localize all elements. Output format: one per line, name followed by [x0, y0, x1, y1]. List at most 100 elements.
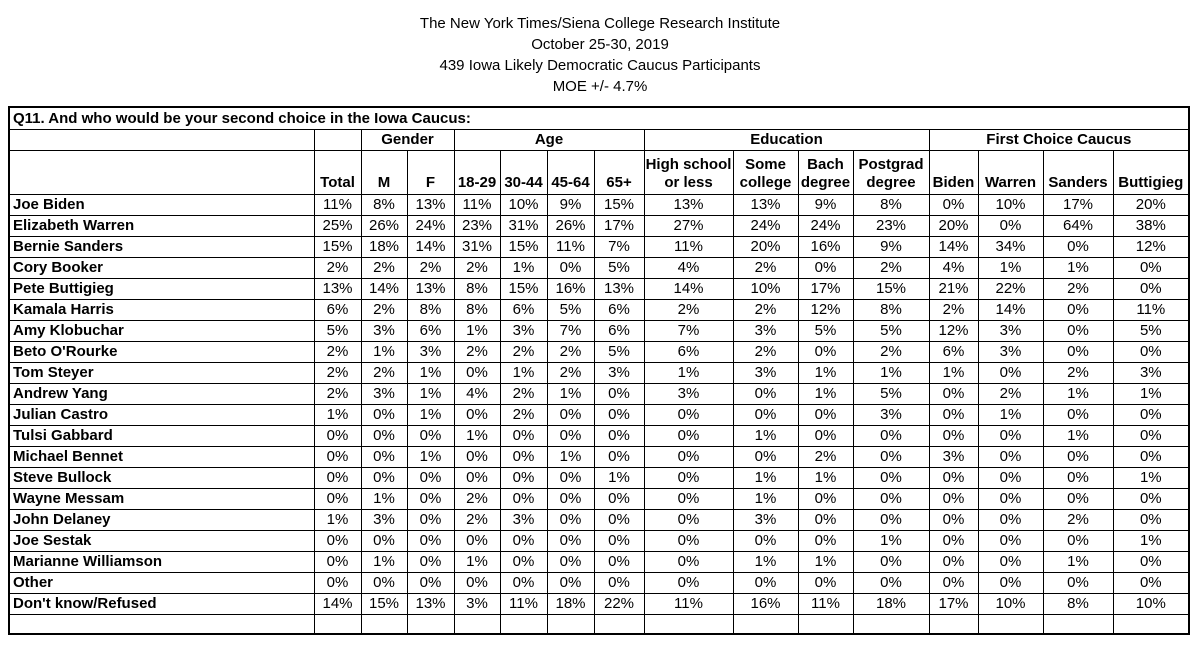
value-cell: 0% — [313, 529, 362, 552]
value-cell: 1% — [406, 445, 455, 468]
value-cell: 15% — [593, 193, 645, 216]
table-row: Julian Castro 1% 0% 1% 0% 2% 0% 0% 0% 0% 0% 3% 0% 1% 0… — [8, 403, 1190, 426]
value-cell: 0% — [499, 529, 548, 552]
value-cell: 20% — [732, 235, 799, 258]
value-cell: 27% — [643, 214, 734, 237]
value-cell: 17% — [1042, 193, 1114, 216]
empty-cell — [313, 613, 362, 635]
value-cell: 0% — [499, 445, 548, 468]
value-cell: 0% — [593, 550, 645, 573]
value-cell: 5% — [852, 319, 930, 342]
value-cell: 0% — [732, 445, 799, 468]
value-cell: 3% — [977, 319, 1044, 342]
value-cell: 0% — [852, 571, 930, 594]
empty-cell — [360, 613, 408, 635]
value-cell: 26% — [546, 214, 595, 237]
value-cell: 8% — [406, 298, 455, 321]
value-cell: 12% — [928, 319, 979, 342]
value-cell: 0% — [1112, 487, 1190, 510]
value-cell: 0% — [928, 466, 979, 489]
value-cell: 24% — [732, 214, 799, 237]
value-cell: 2% — [852, 340, 930, 363]
row-label-joe-sestak: Joe Sestak — [8, 529, 315, 552]
empty-cell — [499, 613, 548, 635]
row-label-wayne-messam: Wayne Messam — [8, 487, 315, 510]
value-cell: 8% — [360, 193, 408, 216]
value-cell: 5% — [313, 319, 362, 342]
value-cell: 3% — [1112, 361, 1190, 384]
row-label-andrew-yang: Andrew Yang — [8, 382, 315, 405]
value-cell: 0% — [928, 571, 979, 594]
group-header-gender: Gender — [360, 128, 455, 151]
value-cell: 0% — [593, 445, 645, 468]
value-cell: 1% — [406, 361, 455, 384]
row-label-don-t-know-refused: Don't know/Refused — [8, 592, 315, 615]
value-cell: 1% — [313, 508, 362, 531]
value-cell: 20% — [1112, 193, 1190, 216]
value-cell: 0% — [852, 487, 930, 510]
value-cell: 0% — [499, 487, 548, 510]
value-cell: 0% — [643, 445, 734, 468]
question-title: Q11. And who would be your second choice… — [8, 106, 1190, 130]
group-header-blank — [8, 128, 315, 151]
value-cell: 8% — [852, 193, 930, 216]
value-cell: 14% — [643, 277, 734, 300]
value-cell: 8% — [453, 277, 501, 300]
value-cell: 6% — [406, 319, 455, 342]
value-cell: 16% — [546, 277, 595, 300]
value-cell: 0% — [852, 550, 930, 573]
value-cell: 3% — [732, 319, 799, 342]
value-cell: 1% — [732, 424, 799, 447]
value-cell: 0% — [977, 571, 1044, 594]
value-cell: 0% — [928, 382, 979, 405]
group-header-row: Gender Age Education First Choice Caucus — [8, 128, 1190, 151]
value-cell: 0% — [313, 487, 362, 510]
value-cell: 2% — [313, 256, 362, 279]
value-cell: 1% — [732, 466, 799, 489]
value-cell: 9% — [546, 193, 595, 216]
column-header-45-64: 45-64 — [546, 149, 595, 195]
value-cell: 20% — [928, 214, 979, 237]
value-cell: 0% — [797, 340, 854, 363]
value-cell: 0% — [732, 571, 799, 594]
value-cell: 12% — [797, 298, 854, 321]
header-institute: The New York Times/Siena College Researc… — [419, 15, 781, 32]
value-cell: 0% — [1042, 445, 1114, 468]
value-cell: 16% — [732, 592, 799, 615]
value-cell: 13% — [732, 193, 799, 216]
column-header-high-school-or-less: High school or less — [643, 149, 734, 195]
value-cell: 1% — [453, 424, 501, 447]
value-cell: 0% — [928, 193, 979, 216]
value-cell: 2% — [732, 340, 799, 363]
value-cell: 0% — [546, 403, 595, 426]
value-cell: 25% — [313, 214, 362, 237]
value-cell: 3% — [928, 445, 979, 468]
value-cell: 1% — [852, 361, 930, 384]
value-cell: 0% — [643, 466, 734, 489]
value-cell: 0% — [546, 571, 595, 594]
value-cell: 0% — [313, 466, 362, 489]
value-cell: 1% — [797, 361, 854, 384]
value-cell: 0% — [1112, 340, 1190, 363]
value-cell: 14% — [928, 235, 979, 258]
column-header-f: F — [406, 149, 455, 195]
value-cell: 0% — [797, 508, 854, 531]
value-cell: 0% — [546, 508, 595, 531]
value-cell: 1% — [977, 256, 1044, 279]
value-cell: 1% — [977, 403, 1044, 426]
column-header-biden: Biden — [928, 149, 979, 195]
value-cell: 5% — [1112, 319, 1190, 342]
value-cell: 17% — [593, 214, 645, 237]
value-cell: 0% — [977, 508, 1044, 531]
column-header-row: Total M F 18-29 30-44 45-64 65+ High school or … — [8, 149, 1190, 195]
value-cell: 1% — [1042, 550, 1114, 573]
value-cell: 3% — [406, 340, 455, 363]
value-cell: 0% — [313, 424, 362, 447]
value-cell: 4% — [643, 256, 734, 279]
value-cell: 0% — [643, 403, 734, 426]
value-cell: 0% — [360, 571, 408, 594]
value-cell: 0% — [1112, 550, 1190, 573]
column-header-buttigieg: Buttigieg — [1112, 149, 1190, 195]
value-cell: 0% — [928, 508, 979, 531]
value-cell: 5% — [797, 319, 854, 342]
